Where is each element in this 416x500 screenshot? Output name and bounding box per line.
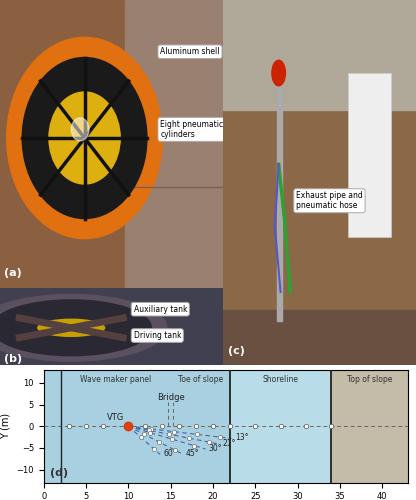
Circle shape	[71, 118, 89, 141]
Text: 13°: 13°	[235, 434, 248, 442]
Text: Bridge: Bridge	[157, 394, 185, 402]
Ellipse shape	[38, 320, 104, 336]
Text: Exhaust pipe and
pneumatic hose: Exhaust pipe and pneumatic hose	[296, 191, 363, 210]
Circle shape	[272, 60, 285, 86]
Bar	[332, 370, 408, 482]
Text: Aluminum shell: Aluminum shell	[160, 48, 220, 56]
Bar	[223, 310, 416, 365]
Text: 45°: 45°	[186, 449, 199, 458]
Text: 21°: 21°	[223, 439, 236, 448]
Circle shape	[22, 58, 147, 218]
Text: (a): (a)	[5, 268, 22, 278]
Text: (d): (d)	[50, 468, 69, 478]
Bar	[348, 73, 391, 237]
Text: Driving tank: Driving tank	[134, 331, 181, 340]
Text: (b): (b)	[5, 354, 22, 364]
Bar	[223, 110, 416, 310]
Text: 60°: 60°	[163, 450, 177, 458]
Text: Shoreline: Shoreline	[262, 375, 299, 384]
Text: VTG: VTG	[107, 413, 124, 422]
Circle shape	[0, 294, 167, 361]
Text: Top of slope: Top of slope	[347, 375, 392, 384]
Bar	[277, 73, 282, 321]
Text: Toe of slope: Toe of slope	[178, 375, 223, 384]
Bar	[230, 370, 332, 482]
Circle shape	[0, 300, 151, 356]
Text: Eight pneumatic
cylinders: Eight pneumatic cylinders	[160, 120, 223, 139]
Text: Wave maker panel: Wave maker panel	[80, 375, 151, 384]
Bar	[125, 0, 223, 288]
Text: (c): (c)	[228, 346, 245, 356]
Bar	[223, 0, 416, 110]
Y-axis label: Y (m): Y (m)	[1, 413, 11, 440]
Text: 30°: 30°	[209, 444, 222, 453]
Circle shape	[49, 92, 120, 184]
Circle shape	[7, 38, 163, 238]
Text: Auxiliary tank: Auxiliary tank	[134, 304, 187, 314]
